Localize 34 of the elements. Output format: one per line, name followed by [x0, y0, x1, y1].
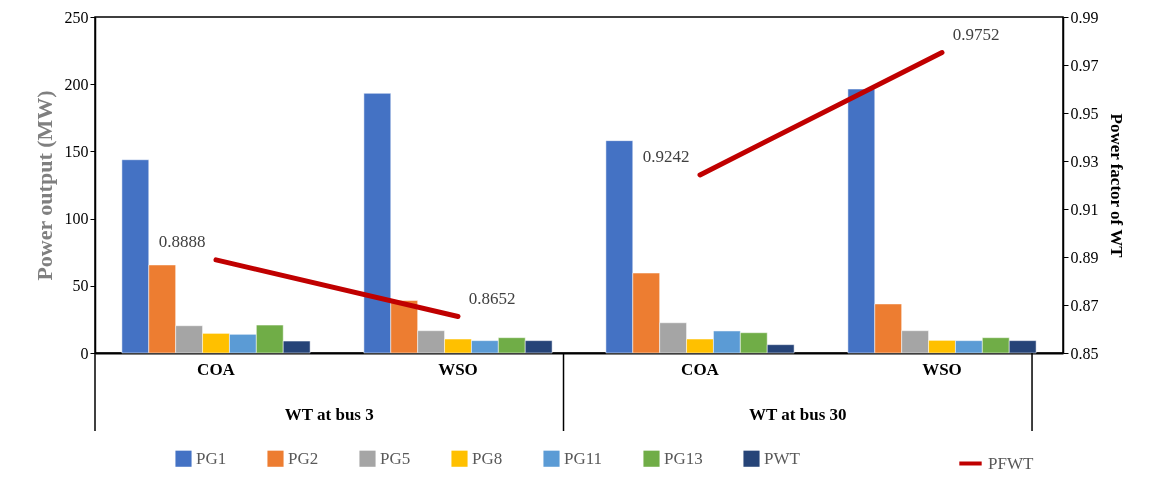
y-tick-label: 250 — [64, 8, 89, 26]
y-tick-label: 50 — [72, 277, 89, 295]
data-label: 0.8652 — [468, 288, 516, 308]
legend-label: PG5 — [380, 448, 411, 468]
text: WT at bus 3 — [284, 405, 374, 424]
y2-tick-label: 0.97 — [1070, 56, 1099, 74]
legend-label: PFWT — [988, 453, 1034, 473]
data-label: 0.9752 — [952, 24, 1000, 44]
y-tick-label: 100 — [64, 210, 89, 228]
data-label: 0.9242 — [642, 146, 690, 166]
y2-tick-label: 0.91 — [1070, 200, 1099, 218]
y-axis-title: Power output (MW) — [31, 90, 57, 281]
y2-axis-title: Power factor of WT — [1106, 113, 1126, 259]
text: WT at bus 30 — [749, 405, 847, 424]
legend-label: PG8 — [472, 448, 503, 468]
y2-tick-label: 0.89 — [1070, 248, 1099, 266]
y-tick-label: 150 — [64, 142, 89, 160]
legend-label: PG2 — [288, 448, 319, 468]
x-tick-label: WSO — [438, 359, 478, 379]
x-tick-label: COA — [197, 359, 236, 379]
y2-tick-label: 0.87 — [1070, 296, 1099, 314]
y2-tick-label: 0.95 — [1070, 104, 1099, 122]
x-tick-label: COA — [681, 359, 720, 379]
y-tick-label: 0 — [80, 344, 89, 362]
y2-tick-label: 0.85 — [1070, 344, 1099, 362]
legend-label: PG11 — [564, 448, 603, 468]
y-tick-label: 200 — [64, 75, 89, 93]
data-label: 0.8888 — [158, 231, 206, 251]
x-tick-label: WSO — [922, 359, 962, 379]
legend-label: PWT — [764, 448, 801, 468]
legend-label: PG1 — [196, 448, 227, 468]
y2-tick-label: 0.99 — [1070, 8, 1099, 26]
legend-label: PG13 — [664, 448, 703, 468]
y2-tick-label: 0.93 — [1070, 152, 1099, 170]
